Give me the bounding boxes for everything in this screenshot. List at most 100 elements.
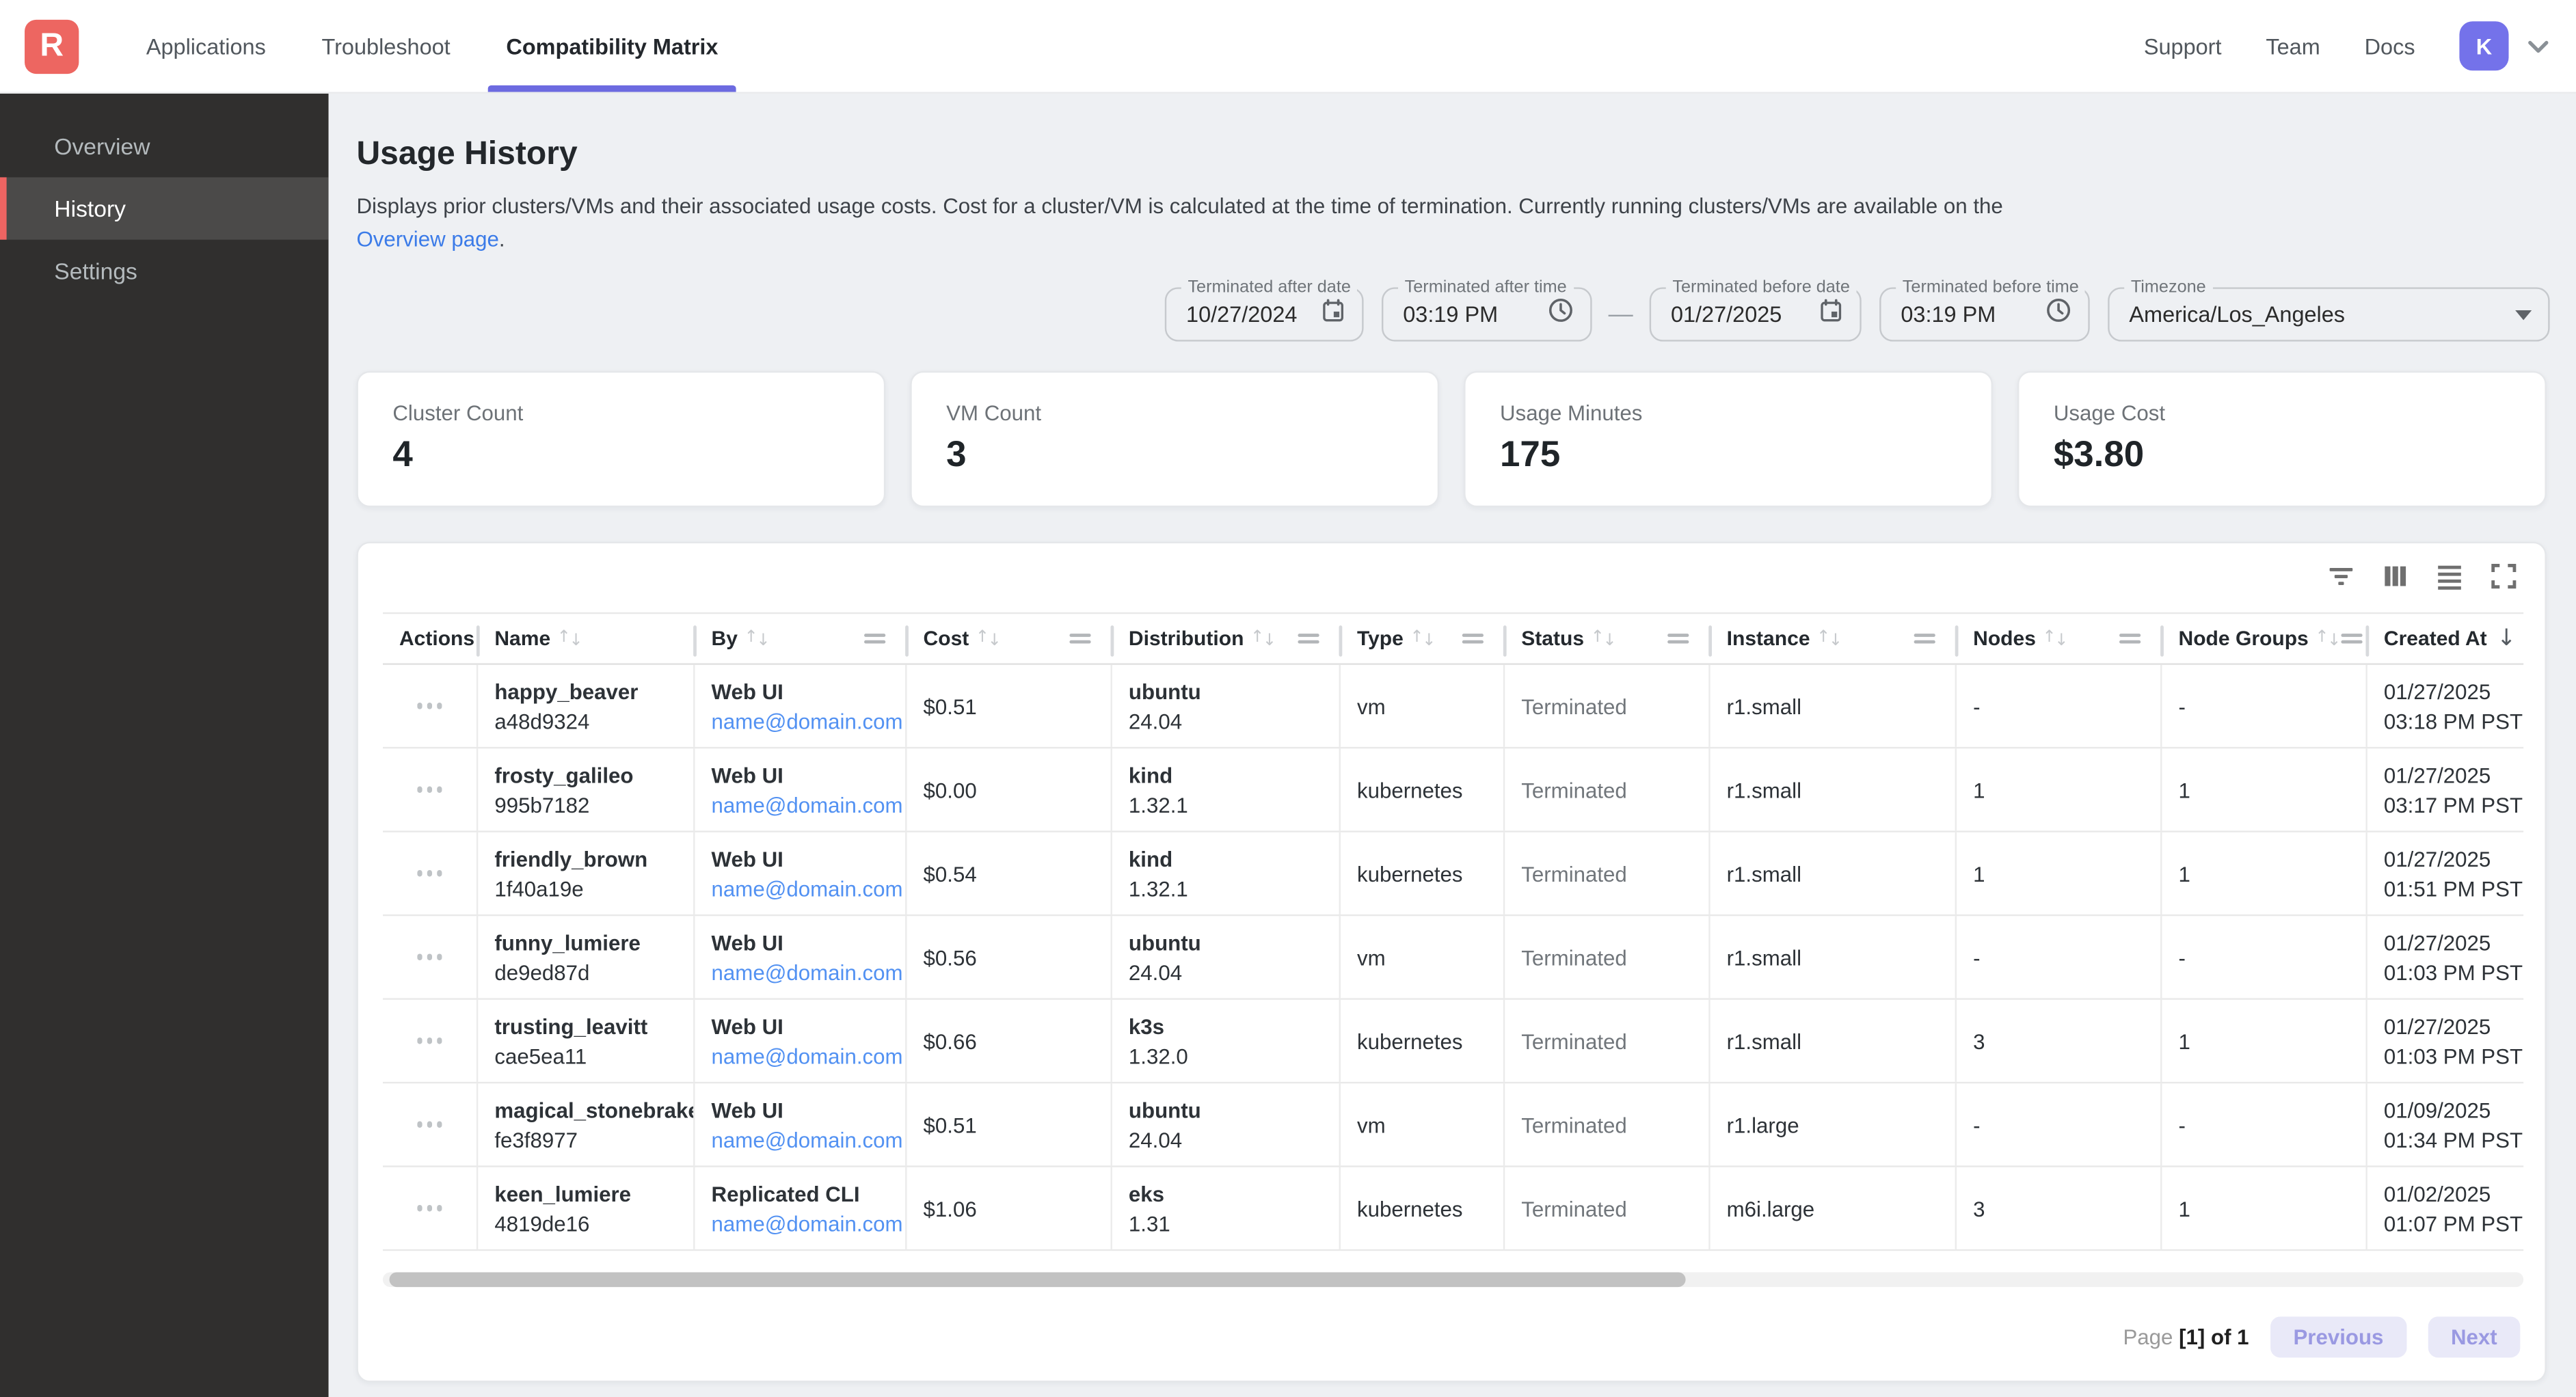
status-value: Terminated [1521,945,1627,970]
sidebar-item-overview[interactable]: Overview [54,133,150,159]
tab-compatibility-matrix[interactable]: Compatibility Matrix [487,0,736,92]
created-time: 01:03 PM PST [2383,1043,2523,1068]
row-actions-menu-button[interactable] [410,1031,448,1050]
row-actions-menu-button[interactable] [410,781,448,800]
sort-icon[interactable]: ↑ ↓ [2042,627,2069,649]
column-header-type[interactable]: Type ↑ ↓ [1341,614,1507,663]
stats-row: Cluster Count 4 VM Count 3 Usage Minutes… [356,370,2547,508]
clock-icon[interactable] [2045,297,2071,331]
calendar-icon[interactable] [1819,298,1843,331]
instance-cell: r1.large [1710,1083,1957,1166]
columns-button[interactable] [2374,558,2416,601]
stat-value: 175 [1500,433,1561,475]
sort-icon[interactable]: ↑ ↓ [1816,627,1843,649]
overview-page-link[interactable]: Overview page [356,226,499,251]
column-header-by[interactable]: By ↑ ↓ [695,614,909,663]
terminated-before-date-field[interactable]: Terminated before date 01/27/2025 [1649,277,1862,342]
page-info: Page [1] of 1 [2123,1325,2249,1350]
terminated-before-time-field[interactable]: Terminated before time 03:19 PM [1879,277,2090,342]
column-header-cost[interactable]: Cost ↑ ↓ [907,614,1114,663]
page-description: Displays prior clusters/VMs and their as… [356,191,2024,255]
tab-troubleshoot[interactable]: Troubleshoot [321,33,451,59]
column-separator[interactable] [2160,624,2164,656]
created-by-email-link[interactable]: name@domain.com [711,1126,903,1152]
created-by-email-link[interactable]: name@domain.com [711,708,903,733]
sidebar-item-settings[interactable]: Settings [54,258,137,284]
dropdown-caret-icon[interactable] [2515,309,2532,320]
nodes-value: 1 [1973,777,1985,802]
sort-icon[interactable]: ↑ ↓ [975,627,1002,649]
replicated-logo[interactable]: R [25,18,79,73]
node-groups-value: 1 [2178,1028,2190,1053]
column-separator[interactable] [1110,624,1114,656]
column-menu-icon[interactable] [864,633,886,645]
column-separator[interactable] [693,624,697,656]
column-menu-icon[interactable] [1667,633,1689,645]
column-separator[interactable] [1708,624,1713,656]
terminated-after-time-field[interactable]: Terminated after time 03:19 PM [1382,277,1592,342]
tab-applications[interactable]: Applications [146,33,266,59]
column-menu-icon[interactable] [2119,633,2141,645]
nav-link-team[interactable]: Team [2266,33,2320,59]
sort-icon[interactable]: ↑ ↓ [1590,627,1617,649]
nav-link-support[interactable]: Support [2143,33,2222,59]
fullscreen-button[interactable] [2482,558,2525,601]
sidebar-item-history[interactable]: History [0,177,329,240]
nodes-value: - [1973,693,1981,718]
row-actions-cell [383,664,479,747]
created-at-cell: 01/27/2025 01:03 PM PST [2367,1000,2523,1082]
sort-icon[interactable]: ↑ ↓ [2315,627,2342,649]
sort-icon[interactable]: ↑ ↓ [1250,627,1277,649]
previous-button[interactable]: Previous [2270,1316,2407,1358]
column-header-instance[interactable]: Instance ↑ ↓ [1710,614,1959,663]
next-button[interactable]: Next [2428,1316,2521,1358]
created-by-email-link[interactable]: name@domain.com [711,1043,903,1068]
column-separator[interactable] [1503,624,1507,656]
column-separator[interactable] [1955,624,1959,656]
created-by-email-link[interactable]: name@domain.com [711,876,903,901]
column-header-distribution[interactable]: Distribution ↑ ↓ [1112,614,1343,663]
row-actions-menu-button[interactable] [410,696,448,716]
created-by-email-link[interactable]: name@domain.com [711,959,903,984]
row-actions-cell [383,748,479,831]
created-by-email-link[interactable]: name@domain.com [711,1210,903,1236]
column-separator[interactable] [2365,624,2370,656]
created-by-email-link[interactable]: name@domain.com [711,791,903,817]
calendar-icon[interactable] [1321,298,1345,331]
horizontal-scrollbar[interactable] [382,1272,2524,1288]
range-dash: — [1608,300,1633,329]
terminated-after-date-field[interactable]: Terminated after date 10/27/2024 [1164,277,1364,342]
avatar[interactable]: K [2459,21,2509,71]
column-header-status[interactable]: Status ↑ ↓ [1505,614,1713,663]
column-header-name[interactable]: Name ↑ ↓ [478,614,697,663]
column-menu-icon[interactable] [1914,633,1935,645]
column-menu-icon[interactable] [1462,633,1484,645]
timezone-select[interactable]: Timezone America/Los_Angeles [2108,277,2550,342]
column-separator[interactable] [1339,624,1343,656]
clock-icon[interactable] [1548,297,1574,331]
sort-icon[interactable]: ↑ ↓ [556,627,583,649]
chevron-down-icon[interactable] [2527,38,2550,53]
column-header-created-at[interactable]: Created At ↓ [2383,625,2517,652]
row-actions-menu-button[interactable] [410,947,448,966]
sort-desc-icon[interactable]: ↓ [2497,625,2517,652]
column-header-nodes[interactable]: Nodes ↑ ↓ [1957,614,2164,663]
row-actions-menu-button[interactable] [410,1115,448,1134]
column-separator[interactable] [905,624,909,656]
row-actions-menu-button[interactable] [410,1199,448,1218]
filter-button[interactable] [2320,558,2362,601]
horizontal-scrollbar-thumb[interactable] [389,1272,1686,1288]
sort-icon[interactable]: ↑ ↓ [1410,627,1436,649]
distribution-name: eks [1128,1181,1165,1206]
column-menu-icon[interactable] [1069,633,1091,645]
type-value: kubernetes [1356,777,1463,802]
column-menu-icon[interactable] [1298,633,1319,645]
sort-icon[interactable]: ↑ ↓ [744,627,770,649]
row-actions-menu-button[interactable] [410,864,448,883]
nav-link-docs[interactable]: Docs [2364,33,2415,59]
column-menu-icon[interactable] [2341,633,2363,645]
table-row: frosty_galileo 995b7182 Web UI name@doma… [382,748,2524,832]
column-header-node-groups[interactable]: Node Groups ↑ ↓ [2162,614,2370,663]
column-separator[interactable] [476,624,480,656]
density-button[interactable] [2428,558,2471,601]
